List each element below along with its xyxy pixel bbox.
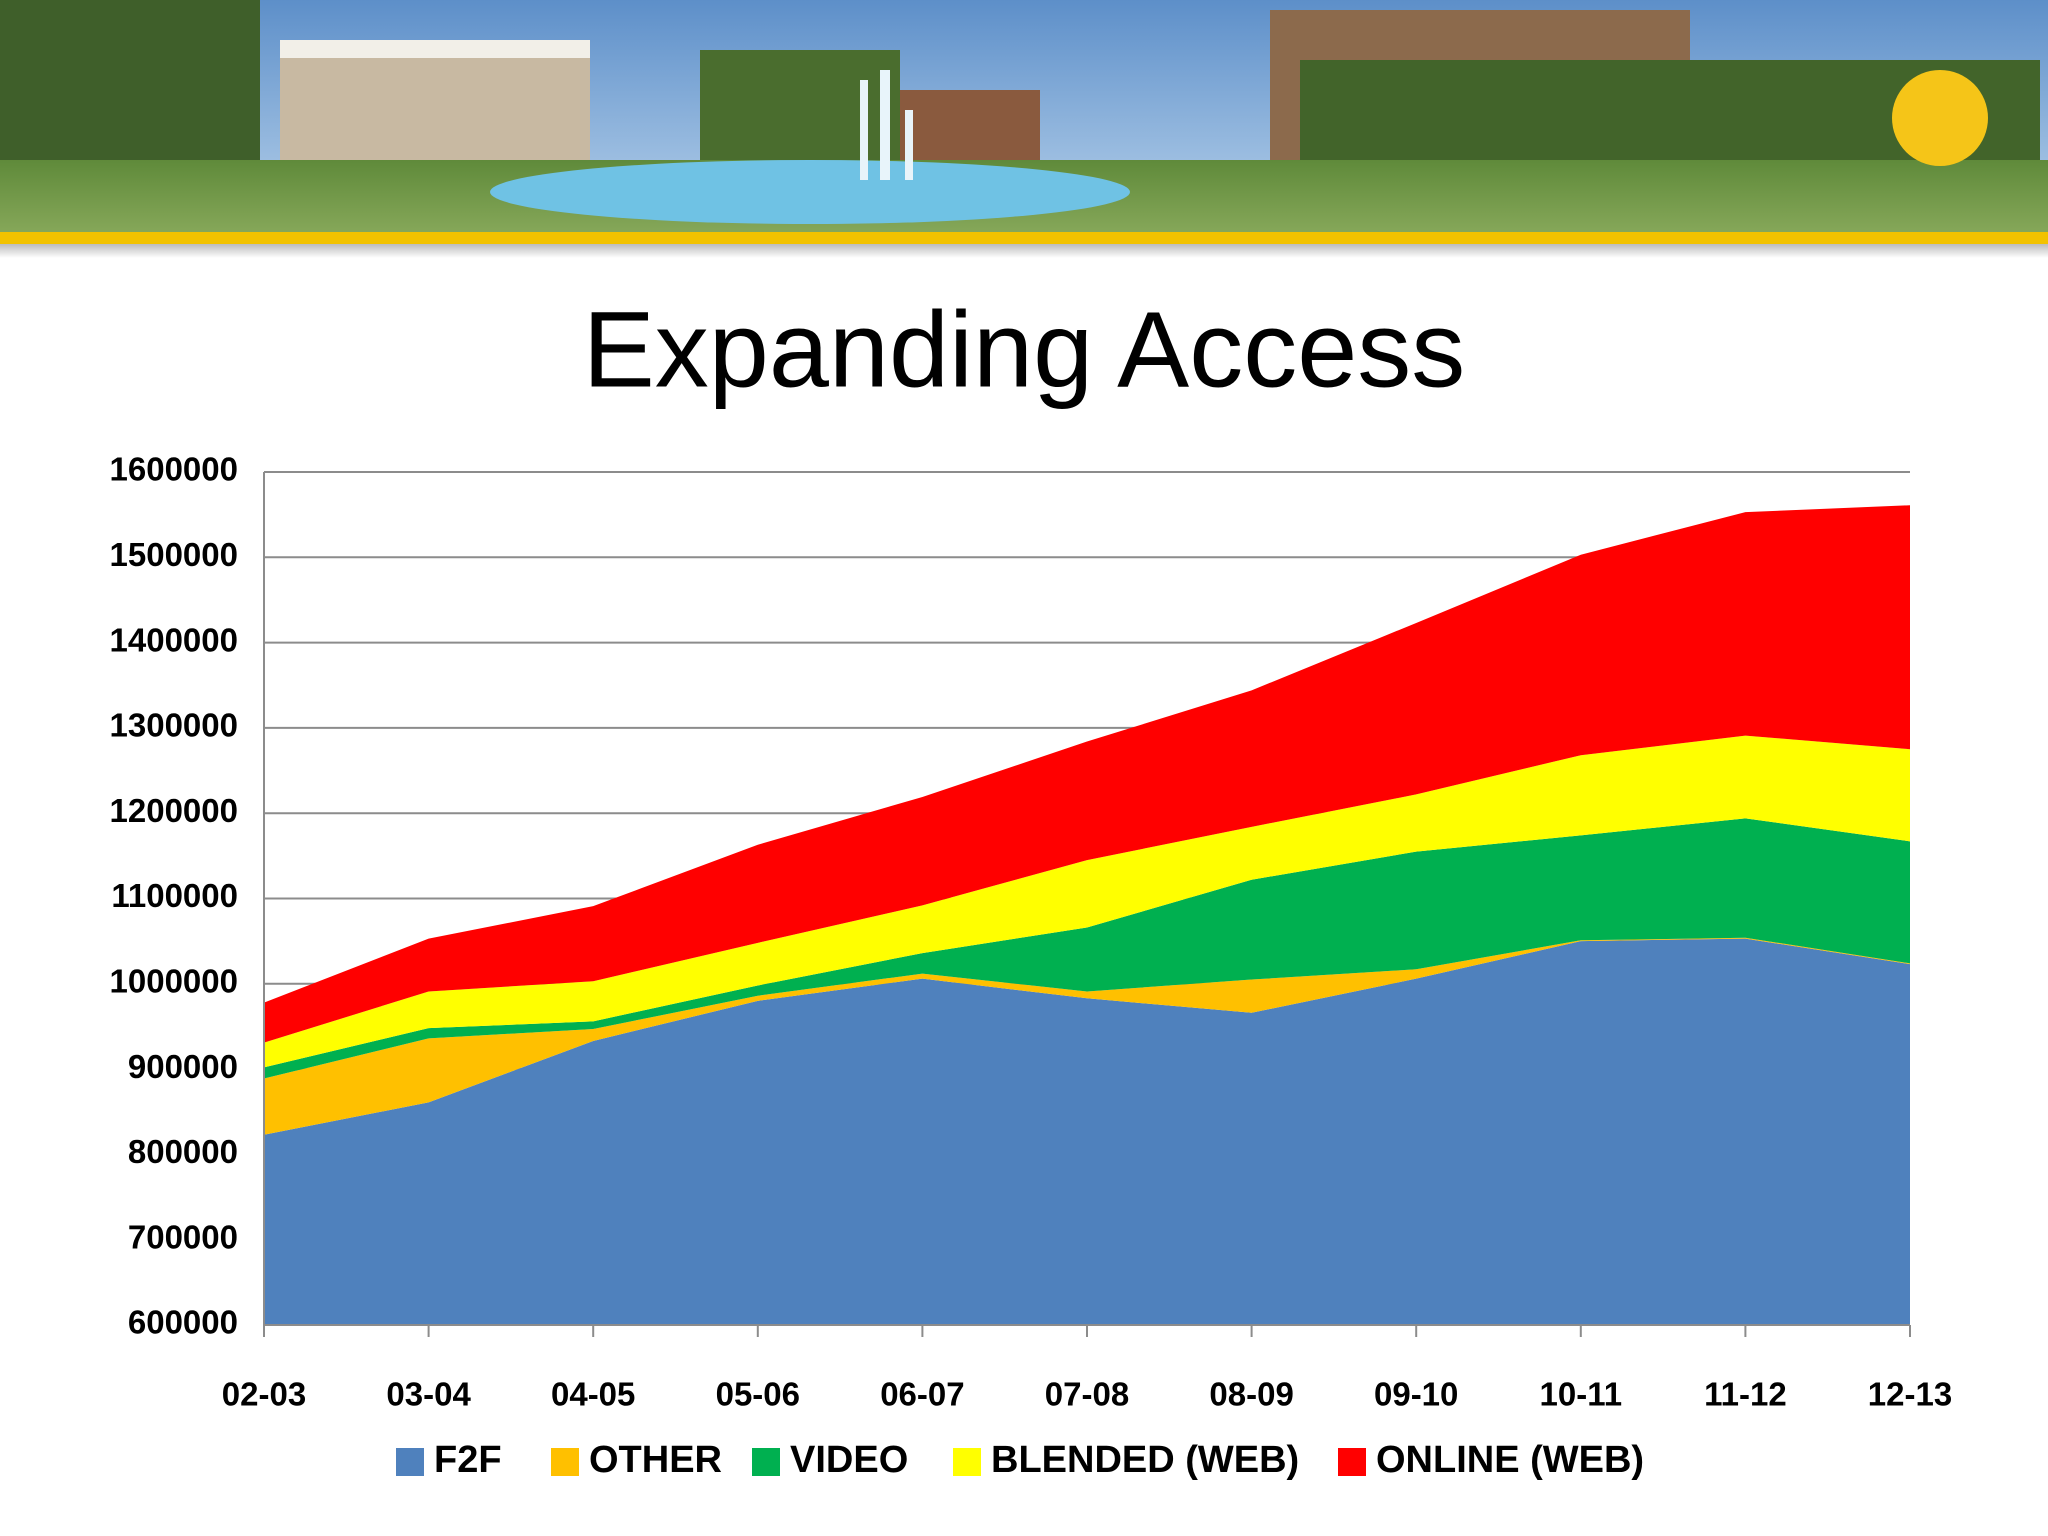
y-tick-label: 600000 [128, 1304, 238, 1341]
legend-label: F2F [434, 1439, 502, 1481]
x-tick-label: 11-12 [1704, 1376, 1787, 1413]
x-tick-label: 02-03 [222, 1376, 306, 1413]
banner [0, 0, 2048, 258]
y-tick-label: 1500000 [110, 536, 238, 573]
x-tick-label: 08-09 [1209, 1376, 1293, 1413]
y-tick-label: 1100000 [111, 877, 238, 914]
legend-swatch [396, 1448, 424, 1476]
y-tick-label: 1300000 [110, 707, 238, 744]
area [264, 735, 1910, 1068]
y-tick-label: 800000 [128, 1133, 238, 1170]
x-tick-label: 12-13 [1868, 1376, 1952, 1413]
legend-swatch [1338, 1448, 1366, 1476]
legend-label: BLENDED (WEB) [991, 1439, 1299, 1481]
x-tick-label: 03-04 [386, 1376, 471, 1413]
y-tick-label: 1400000 [110, 621, 238, 658]
legend-swatch [953, 1448, 981, 1476]
legend-swatch [551, 1448, 579, 1476]
x-tick-label: 06-07 [880, 1376, 964, 1413]
x-tick-label: 09-10 [1374, 1376, 1458, 1413]
legend-label: OTHER [589, 1439, 722, 1481]
area [264, 938, 1910, 1325]
x-tick-label: 07-08 [1045, 1376, 1129, 1413]
legend-label: ONLINE (WEB) [1376, 1439, 1644, 1481]
y-tick-label: 1200000 [110, 792, 238, 829]
area [264, 818, 1910, 1079]
areas [264, 505, 1910, 1325]
y-tick-label: 1000000 [110, 963, 238, 1000]
y-tick-label: 900000 [128, 1048, 238, 1085]
area [264, 505, 1910, 1043]
x-tick-label: 04-05 [551, 1376, 635, 1413]
y-tick-label: 700000 [128, 1218, 238, 1255]
area [264, 937, 1910, 1135]
legend-swatch [752, 1448, 780, 1476]
y-tick-label: 1600000 [110, 451, 238, 488]
chart-title: Expanding Access [583, 289, 1466, 410]
legend-label: VIDEO [790, 1439, 908, 1481]
x-tick-label: 10-11 [1540, 1376, 1623, 1413]
x-tick-label: 05-06 [716, 1376, 800, 1413]
